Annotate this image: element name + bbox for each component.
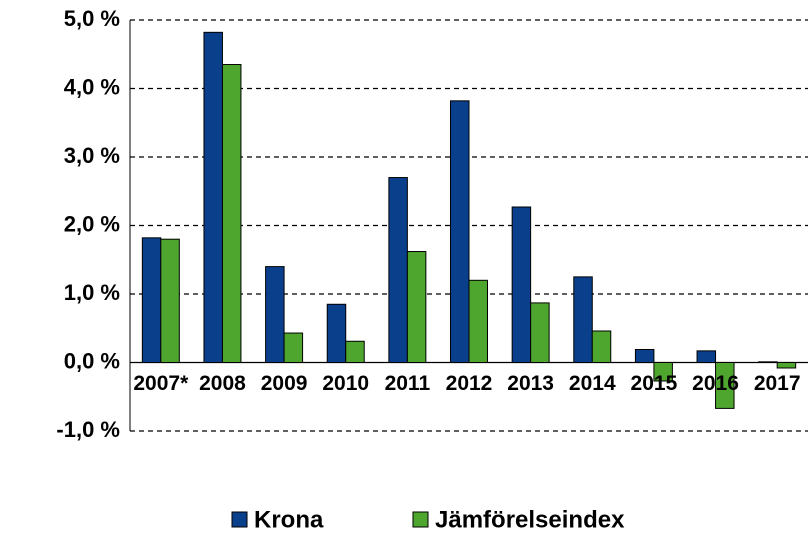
x-tick-label: 2017	[754, 372, 801, 395]
bar	[406, 251, 427, 363]
y-tick-label: 5,0 %	[64, 6, 120, 31]
bar	[221, 64, 242, 364]
x-tick-label: 2011	[385, 372, 431, 395]
x-tick-label: 2014	[569, 372, 616, 395]
bar	[468, 279, 488, 363]
y-tick-label: -1,0 %	[56, 417, 120, 442]
bar	[653, 362, 673, 382]
y-tick-label: 2,0 %	[64, 211, 120, 236]
bar	[573, 276, 593, 363]
bar	[265, 266, 285, 364]
bar	[530, 302, 550, 363]
x-tick-label: 2016	[692, 372, 739, 395]
y-tick-label: 0,0 %	[64, 348, 120, 373]
x-tick-label: 2012	[446, 372, 493, 395]
y-tick-label: 3,0 %	[64, 143, 120, 168]
bar	[203, 31, 223, 364]
y-tick-label: 4,0 %	[64, 74, 120, 99]
x-tick-label: 2010	[322, 372, 369, 395]
legend-label: Krona	[254, 506, 324, 533]
x-tick-label: 2015	[631, 372, 678, 395]
bar	[345, 340, 365, 364]
bar	[326, 303, 347, 363]
bar	[696, 350, 717, 364]
x-tick-label: 2008	[199, 372, 246, 395]
bar	[591, 330, 612, 363]
bar	[715, 362, 735, 409]
bar	[634, 348, 655, 363]
bar	[776, 362, 797, 369]
bar	[450, 100, 470, 364]
bar	[388, 177, 408, 363]
x-tick-label: 2009	[261, 372, 308, 395]
bar	[141, 237, 162, 363]
bar	[160, 238, 180, 363]
x-tick-label: 2013	[507, 372, 554, 395]
bar	[511, 206, 532, 363]
legend-swatch	[231, 511, 248, 528]
bar	[758, 361, 778, 364]
x-tick-label: 2007*	[133, 372, 189, 395]
legend-swatch	[412, 511, 429, 528]
legend-label: Jämförelseindex	[435, 506, 625, 533]
y-tick-label: 1,0 %	[64, 280, 120, 305]
bar	[283, 332, 304, 364]
